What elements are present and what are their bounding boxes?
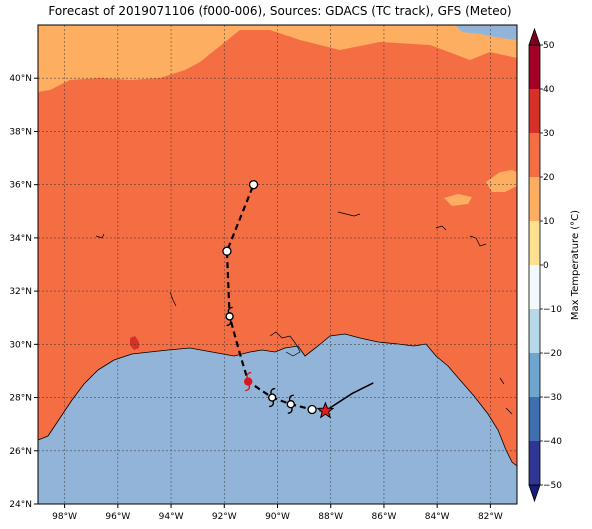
colorbar-band [529, 177, 540, 221]
lat-tick-label: 40°N [9, 74, 32, 84]
tc-track [222, 180, 374, 419]
colorbar-band [529, 309, 540, 353]
lon-tick-label: 98°W [52, 512, 77, 522]
colorbar-tick-label: −10 [543, 305, 562, 315]
colorbar-under-arrow [528, 484, 541, 503]
colorbar: 50 40 30 20 10 0 −10 −20 −30 −40 −50 Max Temperatur… [528, 27, 581, 503]
colorbar-tick-label: −40 [543, 437, 562, 447]
coastline-details [95, 211, 513, 415]
track-point-circle [222, 246, 232, 256]
colorbar-tick-label: −20 [543, 349, 562, 359]
lat-tick-label: 32°N [9, 287, 32, 297]
latitude-ticks: 24°N 26°N 28°N 30°N 32°N 34°N 36°N 38°N 40°N [9, 74, 38, 510]
colorbar-band [529, 353, 540, 397]
lat-tick-label: 30°N [9, 340, 32, 350]
map-area [38, 25, 517, 504]
colorbar-tick-label: 10 [543, 217, 555, 227]
lat-tick-label: 26°N [9, 447, 32, 457]
colorbar-title: Max Temperature (°C) [570, 210, 581, 320]
colorbar-band [529, 133, 540, 177]
colorbar-band [529, 265, 540, 309]
colorbar-over-arrow [528, 27, 541, 46]
past-track-line [324, 382, 374, 412]
lon-tick-label: 90°W [265, 512, 290, 522]
cool-temperature-patch-east [486, 170, 517, 192]
cool-temperature-patch-central [444, 194, 472, 206]
lon-tick-label: 94°W [159, 512, 184, 522]
track-point-circle [307, 404, 317, 415]
lat-tick-label: 36°N [9, 181, 32, 191]
colorbar-band [529, 397, 540, 441]
colorbar-band [529, 45, 540, 89]
colorbar-tick-label: 20 [543, 173, 555, 183]
cyclone-symbol-icon [286, 394, 296, 414]
lake-region [455, 25, 517, 40]
cyclone-symbol-red-icon [244, 371, 253, 392]
colorbar-band [529, 441, 540, 485]
lat-tick-label: 28°N [9, 394, 32, 404]
hot-temperature-spot [130, 336, 139, 350]
lon-tick-label: 88°W [318, 512, 343, 522]
lat-tick-label: 24°N [9, 500, 32, 510]
map-title: Forecast of 2019071106 (f000-006), Sourc… [48, 4, 512, 18]
colorbar-tick-label: 0 [543, 261, 549, 271]
longitude-ticks: 98°W 96°W 94°W 92°W 90°W 88°W 86°W 84°W 82°W [52, 504, 503, 522]
colorbar-band [529, 89, 540, 133]
colorbar-tick-label: −30 [543, 393, 562, 403]
lon-tick-label: 86°W [372, 512, 397, 522]
colorbar-band [529, 221, 540, 265]
lat-tick-label: 34°N [9, 234, 32, 244]
lon-tick-label: 82°W [478, 512, 503, 522]
cyclone-symbol-icon [267, 387, 277, 408]
colorbar-tick-label: 30 [543, 129, 555, 139]
track-point-circle [248, 180, 259, 190]
cool-temperature-region-north [38, 25, 517, 92]
lon-tick-label: 96°W [105, 512, 130, 522]
lon-tick-label: 92°W [212, 512, 237, 522]
colorbar-tick-label: 40 [543, 85, 555, 95]
lon-tick-label: 84°W [425, 512, 450, 522]
colorbar-tick-label: −50 [543, 481, 562, 491]
cyclone-symbol-icon [225, 306, 234, 327]
colorbar-tick-label: 50 [543, 41, 555, 51]
current-position-star-icon [316, 401, 335, 419]
lat-tick-label: 38°N [9, 127, 32, 137]
